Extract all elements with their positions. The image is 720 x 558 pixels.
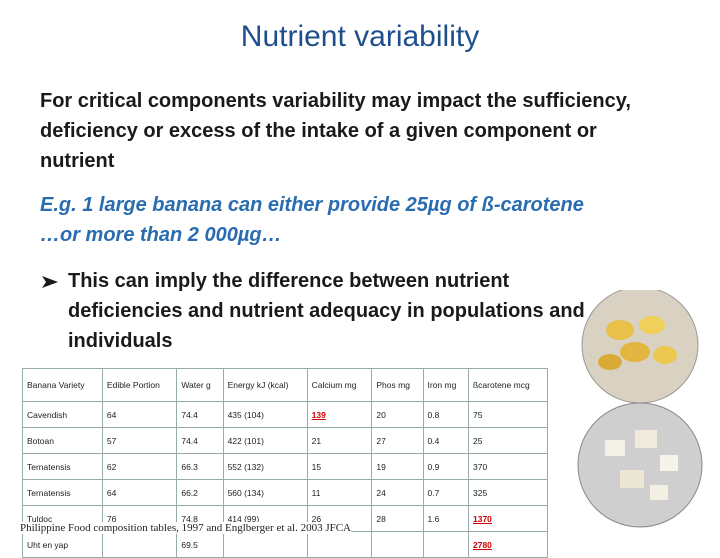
table-cell: 370 <box>467 453 549 480</box>
title: Nutrient variability <box>240 20 480 53</box>
example: E.g. 1 large banana can either provide 2… <box>40 194 584 246</box>
table-cell: 325 <box>467 479 549 506</box>
header-cell: Energy kJ (kcal) <box>222 368 308 402</box>
paragraph: This can imply the difference between nu… <box>68 270 585 352</box>
banana-photo <box>577 290 703 528</box>
table-cell: Cavendish <box>22 401 103 428</box>
table-row: Tuldoc 76 74.8 414 (99) 26 28 1.6 1370 <box>22 505 549 532</box>
table-cell: 1370 <box>467 505 549 532</box>
paragraph: For critical components variability may … <box>40 90 631 172</box>
table-cell: Botoan <box>22 427 103 454</box>
header-cell: Banana Variety <box>22 368 103 402</box>
header-cell: Water g <box>176 368 224 402</box>
header-row: Banana Variety Edible Portion Water g Energ… <box>22 368 549 402</box>
slide: Nutrient variability For critical compon… <box>20 20 703 558</box>
table-cell: 27 <box>371 427 424 454</box>
table-cell: 0.9 <box>422 453 469 480</box>
source: Philippine Food composition tables, 1997… <box>20 522 351 534</box>
table-row: Uht en yap 69.5 2780 <box>22 531 549 558</box>
table-cell <box>371 531 424 558</box>
header-cell: Calcium mg <box>306 368 373 402</box>
table-cell: 24 <box>371 479 424 506</box>
table-cell: 74.4 <box>176 401 224 428</box>
header-cell: Phos mg <box>371 368 424 402</box>
table-cell: 20 <box>371 401 424 428</box>
table-cell: 25 <box>467 427 549 454</box>
table-row: Ternatensis 64 66.2 560 (134) 11 24 0.7 325 <box>22 479 549 506</box>
table-cell: 0.4 <box>422 427 469 454</box>
table-cell: 560 (134) <box>222 479 308 506</box>
table-cell: 19 <box>371 453 424 480</box>
table-cell: 62 <box>101 453 178 480</box>
table-cell: 69.5 <box>176 531 224 558</box>
table-cell: 1.6 <box>422 505 469 532</box>
table-cell: 139 <box>306 401 373 428</box>
table-cell <box>222 531 308 558</box>
table-cell: 422 (101) <box>222 427 308 454</box>
table-cell: 64 <box>101 479 178 506</box>
table-cell: 11 <box>306 479 373 506</box>
header-cell: Edible Portion <box>101 368 178 402</box>
table-cell: Ternatensis <box>22 479 103 506</box>
table-cell: 0.8 <box>422 401 469 428</box>
table-cell: 0.7 <box>422 479 469 506</box>
table-cell: 75 <box>467 401 549 428</box>
arrow-bullet <box>42 276 58 288</box>
table-cell <box>101 531 178 558</box>
table-cell: 21 <box>306 427 373 454</box>
table-cell: 28 <box>371 505 424 532</box>
table-cell: 64 <box>101 401 178 428</box>
header-cell: Iron mg <box>422 368 469 402</box>
table-cell: 552 (132) <box>222 453 308 480</box>
table-cell: 435 (104) <box>222 401 308 428</box>
table-cell: 57 <box>101 427 178 454</box>
table-cell: 15 <box>306 453 373 480</box>
table-row: Cavendish 64 74.4 435 (104) 139 20 0.8 75 <box>22 401 549 428</box>
table-row: Ternatensis 62 66.3 552 (132) 15 19 0.9 370 <box>22 453 549 480</box>
table-cell: Uht en yap <box>22 531 103 558</box>
table-cell: 74.4 <box>176 427 224 454</box>
table-cell: 66.3 <box>176 453 224 480</box>
table-cell: 2780 <box>467 531 549 558</box>
header-cell: ßcarotene mcg <box>467 368 549 402</box>
table-cell: 66.2 <box>176 479 224 506</box>
table-cell <box>306 531 373 558</box>
table-cell <box>422 531 469 558</box>
table-row: Botoan 57 74.4 422 (101) 21 27 0.4 25 <box>22 427 549 454</box>
table-cell: Ternatensis <box>22 453 103 480</box>
